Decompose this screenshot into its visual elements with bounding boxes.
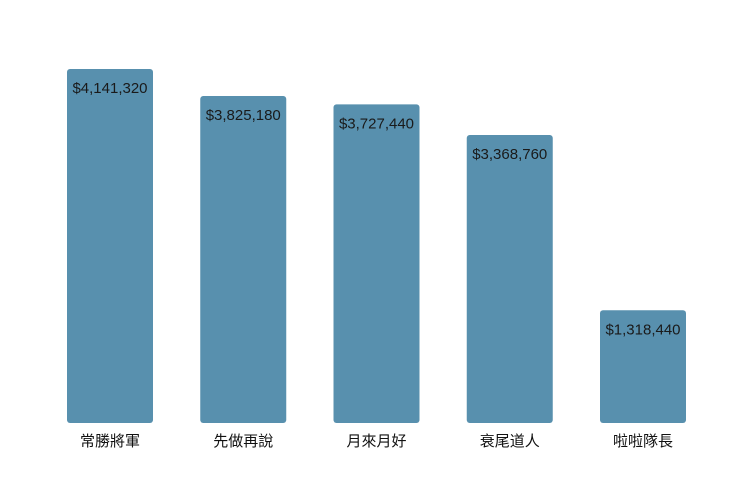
bar-4	[466, 135, 553, 424]
bar-1	[67, 69, 153, 423]
bar-value-label-3: $3,727,440	[339, 115, 414, 132]
bar-2	[200, 96, 287, 424]
bar-value-label-1: $4,141,320	[72, 80, 147, 97]
category-label-2: 先做再說	[213, 432, 273, 450]
bar-3	[333, 104, 420, 423]
bar-5	[600, 310, 686, 423]
category-label-3: 月來月好	[346, 432, 406, 450]
value-labels-layer: $4,141,320 $3,825,180 $3,727,440 $3,368,760…	[72, 80, 680, 338]
bar-value-label-5: $1,318,440	[605, 321, 680, 338]
bar-value-label-4: $3,368,760	[472, 146, 547, 163]
category-label-1: 常勝將軍	[80, 432, 140, 450]
category-labels-layer: 常勝將軍 先做再說 月來月好 衰尾道人 啦啦隊長	[80, 432, 673, 450]
category-label-5: 啦啦隊長	[613, 432, 673, 450]
bar-value-label-2: $3,825,180	[206, 107, 281, 124]
category-label-4: 衰尾道人	[480, 432, 540, 450]
bars-layer	[67, 69, 686, 424]
